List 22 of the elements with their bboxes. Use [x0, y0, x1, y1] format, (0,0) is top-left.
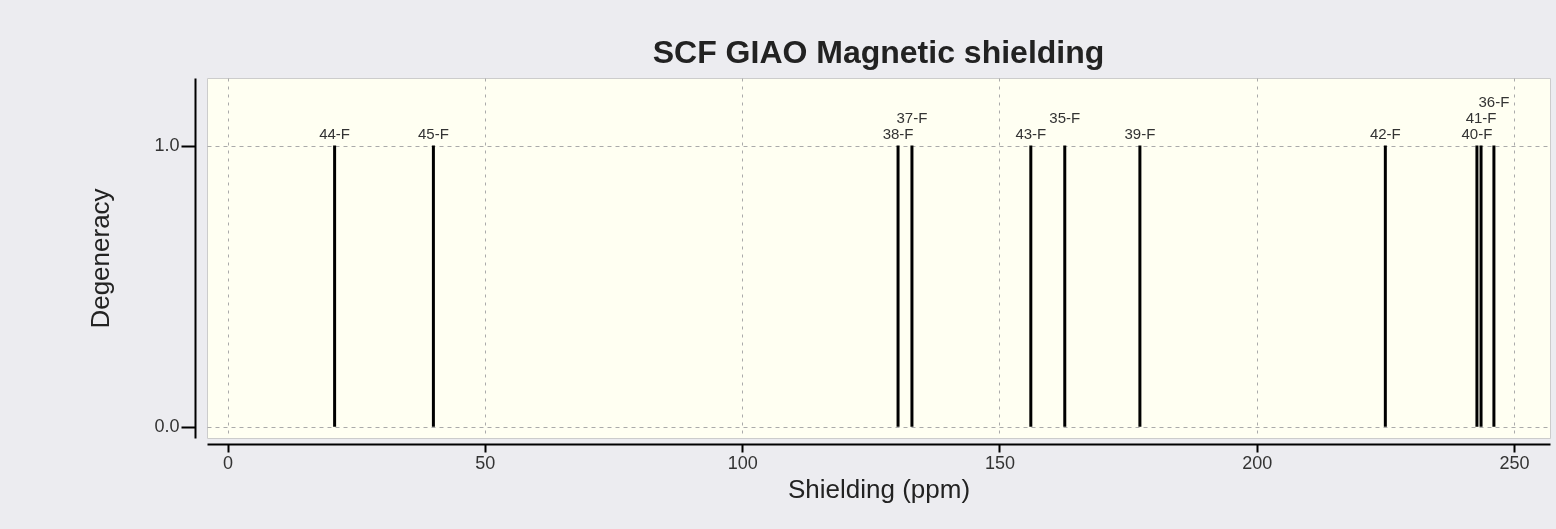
x-tick-label: 200 [1242, 452, 1273, 473]
annotation: 37-F [896, 108, 928, 126]
y-axis-title: Degeneracy [85, 188, 116, 329]
annotation: 35-F [1049, 108, 1081, 126]
annotation: 42-F [1369, 124, 1401, 142]
annotation: 43-F [1015, 124, 1047, 142]
x-tick-label: 100 [727, 452, 758, 473]
annotation: 39-F [1124, 124, 1156, 142]
annotation: 40-F [1461, 124, 1493, 142]
annotation: 44-F [319, 124, 351, 142]
y-tick-label: 0.0 [154, 416, 180, 437]
y-tick-label: 1.0 [154, 135, 180, 155]
x-tick-label: 0 [223, 452, 234, 473]
x-axis-title: Shielding (ppm) [787, 473, 971, 504]
x-tick-label: 150 [984, 452, 1015, 473]
x-tick-label: 50 [475, 452, 496, 473]
annotation: 41-F [1465, 108, 1497, 126]
chart-title: SCF GIAO Magnetic shielding [652, 34, 1105, 70]
annotation: 38-F [882, 124, 914, 142]
annotation: 36-F [1478, 92, 1510, 110]
annotation: 45-F [417, 124, 449, 142]
x-tick-label: 250 [1499, 452, 1530, 473]
